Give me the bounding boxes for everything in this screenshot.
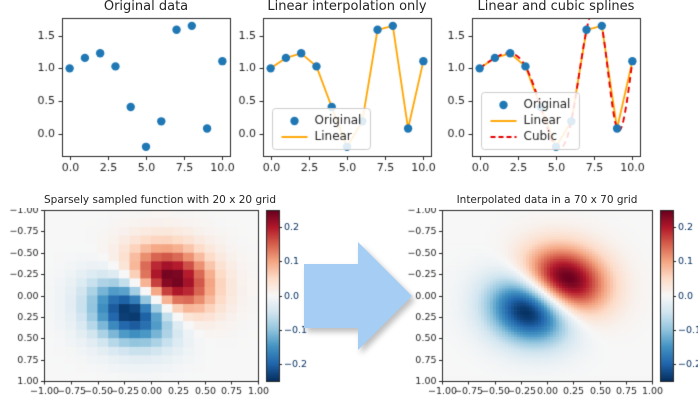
linear-cubic-splines-canvas	[426, 14, 666, 184]
linear-interpolation-canvas	[217, 14, 457, 184]
plot-title-cubic: Linear and cubic splines	[477, 0, 635, 14]
interpolated-heatmap-canvas	[398, 208, 698, 404]
heatmap-title-interpolated: Interpolated data in a 70 x 70 grid	[456, 194, 638, 206]
plot-original-data: Original data	[16, 0, 256, 184]
plot-linear-cubic-splines: Linear and cubic splines	[426, 0, 666, 184]
heatmap-interpolated-70x70: Interpolated data in a 70 x 70 grid	[398, 192, 698, 404]
plot-linear-interpolation: Linear interpolation only	[217, 0, 457, 184]
right-arrow-shape	[304, 242, 412, 350]
plot-title-original: Original data	[103, 0, 189, 14]
heatmap-title-sparse: Sparsely sampled function with 20 x 20 g…	[44, 194, 277, 206]
right-arrow-icon	[304, 242, 412, 350]
original-data-canvas	[16, 14, 256, 184]
heatmap-sparse-20x20: Sparsely sampled function with 20 x 20 g…	[0, 192, 310, 404]
sparse-heatmap-canvas	[0, 208, 310, 404]
plot-title-linear: Linear interpolation only	[267, 0, 427, 14]
